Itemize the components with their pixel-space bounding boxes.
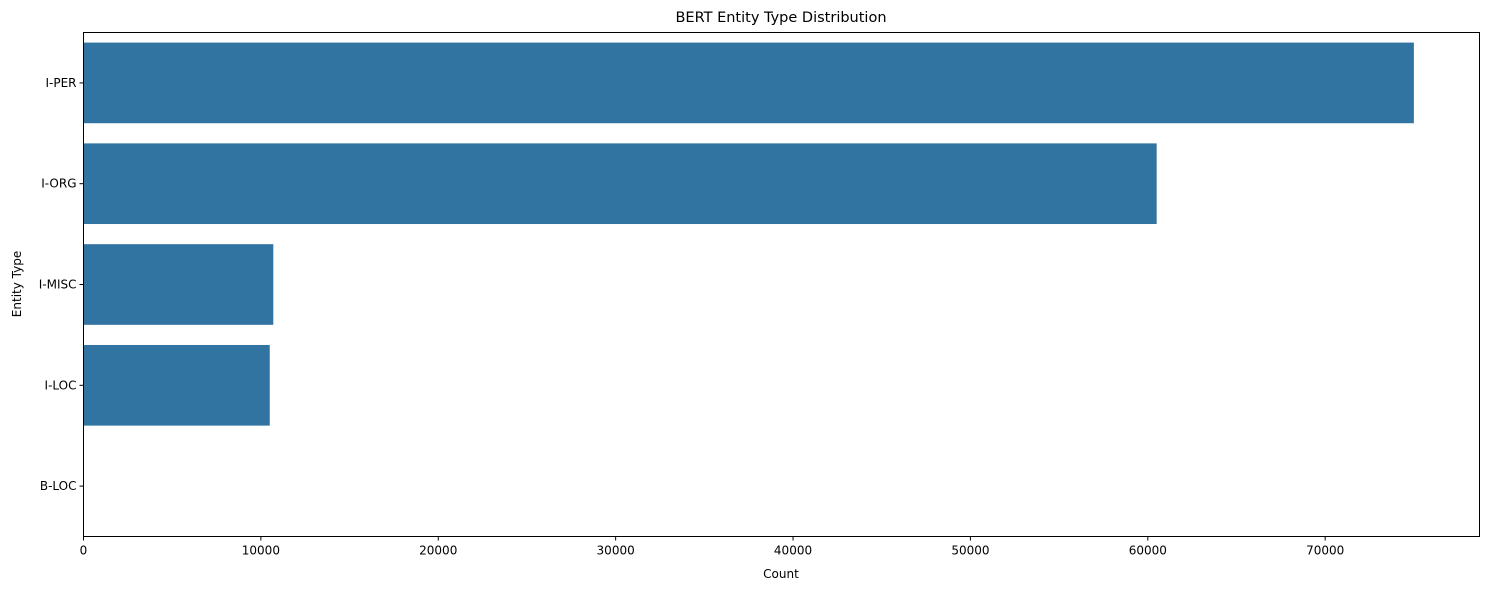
y-tick-label: I-PER bbox=[45, 76, 76, 90]
x-tick-label: 20000 bbox=[419, 544, 457, 558]
bar-i-org bbox=[83, 143, 1157, 225]
chart-title: BERT Entity Type Distribution bbox=[675, 10, 886, 26]
plot-area bbox=[83, 42, 1414, 527]
y-tick-label: B-LOC bbox=[40, 479, 77, 493]
y-tick-label: I-ORG bbox=[41, 177, 76, 191]
x-tick-label: 0 bbox=[80, 544, 88, 558]
x-tick-label: 60000 bbox=[1129, 544, 1167, 558]
y-tick-label: I-LOC bbox=[45, 378, 77, 392]
y-axis-label: Entity Type bbox=[10, 251, 24, 317]
x-tick-label: 70000 bbox=[1306, 544, 1344, 558]
x-tick-label: 50000 bbox=[951, 544, 989, 558]
y-axis: I-PER I-ORG I-MISC I-LOC B-LOC bbox=[39, 76, 84, 493]
x-tick-label: 10000 bbox=[242, 544, 280, 558]
x-tick-label: 30000 bbox=[597, 544, 635, 558]
y-tick-label: I-MISC bbox=[39, 278, 77, 292]
x-axis-label: Count bbox=[763, 567, 799, 581]
bar-i-per bbox=[83, 42, 1414, 124]
bar-i-loc bbox=[83, 344, 270, 426]
x-tick-label: 40000 bbox=[774, 544, 812, 558]
x-axis: 0 10000 20000 30000 40000 50000 60000 70000 bbox=[80, 536, 1344, 558]
bar-i-misc bbox=[83, 244, 274, 325]
